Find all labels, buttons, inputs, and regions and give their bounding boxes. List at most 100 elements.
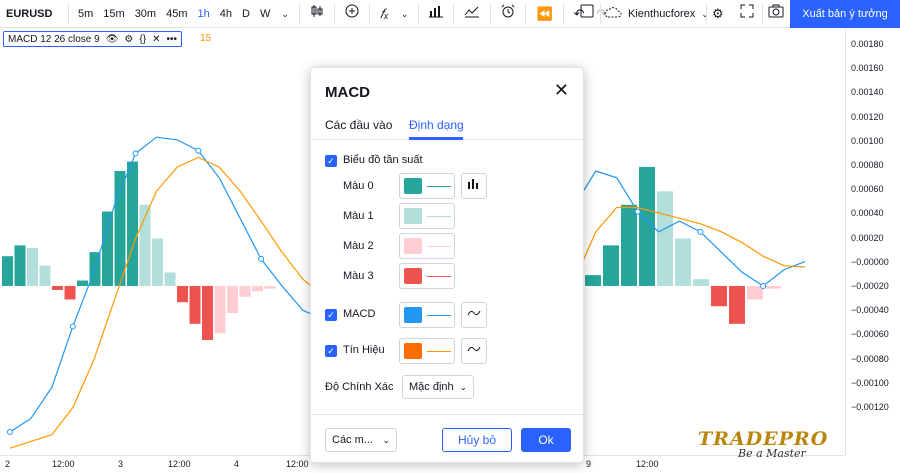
- histogram-bar: [2, 256, 13, 286]
- interval-5m[interactable]: 5m: [78, 7, 94, 20]
- color-2-swatch: [404, 238, 422, 254]
- histogram-checkbox[interactable]: ✓: [325, 155, 337, 167]
- alarm-clock-icon[interactable]: [495, 0, 521, 28]
- price-tick-label: 0.00020: [851, 232, 884, 243]
- histogram-bar: [214, 285, 226, 334]
- color-3-picker[interactable]: [399, 263, 455, 289]
- toolbar-divider: [706, 4, 707, 24]
- macd-color-swatch: [404, 307, 422, 323]
- histogram-bar: [202, 285, 213, 341]
- close-icon[interactable]: ✕: [152, 33, 161, 45]
- histogram-bar: [14, 245, 26, 286]
- price-axis[interactable]: 0.00180 0.00160 0.00140 0.00120 0.00100 0.000…: [845, 29, 900, 455]
- macd-line-style-button[interactable]: [461, 302, 487, 328]
- indicators-fx-icon[interactable]: 𝑓ₓ: [379, 5, 389, 21]
- settings-icon[interactable]: ⚙: [124, 33, 134, 45]
- wave-line-icon: [467, 346, 481, 352]
- price-tick-label: −0.00120: [851, 402, 889, 412]
- histogram-bar: [621, 204, 637, 286]
- chevron-down-icon[interactable]: ⌄: [400, 8, 409, 19]
- interval-15m[interactable]: 15m: [103, 7, 125, 20]
- interval-4h[interactable]: 4h: [219, 7, 232, 20]
- macd-point-marker: [760, 282, 767, 289]
- tab-inputs[interactable]: Các đầu vào: [325, 118, 393, 132]
- signal-line-style-button[interactable]: [461, 338, 487, 364]
- tab-style[interactable]: Định dạng: [409, 118, 464, 132]
- indicator-legend-value: 15: [200, 33, 212, 44]
- macd-checkbox[interactable]: ✓: [325, 309, 337, 321]
- histogram-bar: [252, 285, 263, 292]
- cloud-icon: [604, 5, 622, 23]
- macd-color-picker[interactable]: [399, 302, 455, 328]
- signal-checkbox[interactable]: ✓: [325, 345, 337, 357]
- layout-square-icon[interactable]: [574, 0, 600, 28]
- eye-icon[interactable]: 👁: [105, 33, 119, 45]
- camera-icon[interactable]: [762, 0, 790, 28]
- close-icon[interactable]: ✕: [553, 80, 569, 100]
- candlestick-icon[interactable]: [304, 0, 330, 28]
- publish-idea-button[interactable]: Xuất bản ý tưởng: [790, 0, 900, 28]
- cancel-button[interactable]: Hủy bỏ: [442, 428, 512, 452]
- macd-point-marker: [7, 429, 13, 436]
- fullscreen-icon[interactable]: [734, 0, 760, 28]
- interval-1h[interactable]: 1h: [197, 7, 210, 20]
- macd-point-marker: [697, 228, 704, 235]
- histogram-bar: [39, 265, 51, 286]
- ok-button[interactable]: Ok: [521, 428, 571, 452]
- toolbar-divider: [762, 4, 763, 24]
- color-3-swatch: [404, 268, 422, 284]
- color-1-picker[interactable]: [399, 203, 455, 229]
- template-select[interactable]: Các m... ⌄: [325, 428, 397, 452]
- histogram-bar: [711, 285, 727, 307]
- active-tab-indicator: [409, 137, 463, 140]
- macd-point-marker: [69, 323, 76, 330]
- time-tick-label: 12:00: [286, 459, 309, 469]
- price-tick-label: 0.00160: [851, 63, 884, 74]
- source-code-icon[interactable]: {}: [139, 33, 147, 45]
- interval-30m[interactable]: 30m: [134, 7, 157, 20]
- account-name: Kienthucforex: [628, 8, 696, 20]
- macd-point-marker: [258, 255, 265, 262]
- color-0-picker[interactable]: [399, 173, 455, 199]
- histogram-bar: [765, 285, 781, 289]
- histogram-style-button[interactable]: [461, 173, 487, 199]
- price-tick-label: −0.00060: [851, 329, 889, 340]
- color-2-label: Màu 2: [343, 240, 374, 252]
- template-label: Các m...: [332, 434, 373, 446]
- histogram-bar: [164, 272, 176, 286]
- dialog-title: MACD: [325, 84, 370, 101]
- compare-add-icon[interactable]: [339, 0, 365, 28]
- interval-45m[interactable]: 45m: [166, 7, 188, 20]
- toolbar-divider: [490, 3, 492, 24]
- precision-select[interactable]: Mặc định ⌄: [402, 375, 474, 399]
- histogram-bar: [239, 285, 251, 297]
- macd-chart[interactable]: [0, 29, 845, 455]
- chevron-down-icon: ⌄: [382, 435, 390, 445]
- undo-icon[interactable]: ↶: [573, 5, 585, 21]
- precision-value: Mặc định: [409, 381, 454, 393]
- indicator-legend-title: MACD 12 26 close 9: [8, 33, 100, 45]
- toolbar-divider: [418, 3, 420, 24]
- histogram-bar: [603, 245, 619, 286]
- financials-icon[interactable]: [423, 0, 449, 28]
- interval-w[interactable]: W: [259, 7, 271, 20]
- redo-icon[interactable]: ↷: [596, 5, 608, 21]
- cloud-save-group[interactable]: Kienthucforex ⌄: [604, 0, 709, 28]
- ideas-chart-icon[interactable]: [458, 0, 486, 28]
- time-tick-label: 12:00: [636, 459, 659, 469]
- interval-d[interactable]: D: [242, 7, 250, 20]
- replay-rewind-icon[interactable]: ⏪: [536, 5, 553, 21]
- color-1-line: [427, 216, 451, 217]
- chevron-down-icon[interactable]: ⌄: [281, 8, 289, 19]
- price-tick-label: 0.00080: [851, 160, 884, 170]
- more-icon[interactable]: •••: [166, 33, 177, 45]
- indicator-legend[interactable]: MACD 12 26 close 9 👁 ⚙ {} ✕ •••: [3, 31, 182, 47]
- histogram-bar: [127, 161, 138, 286]
- toolbar-divider: [298, 3, 300, 24]
- gear-icon[interactable]: ⚙: [712, 5, 724, 21]
- symbol-search[interactable]: EURUSD: [6, 7, 53, 20]
- signal-color-picker[interactable]: [399, 338, 455, 364]
- dialog-footer-divider: [311, 414, 583, 415]
- color-2-picker[interactable]: [399, 233, 455, 259]
- chevron-down-icon: ⌄: [701, 9, 709, 20]
